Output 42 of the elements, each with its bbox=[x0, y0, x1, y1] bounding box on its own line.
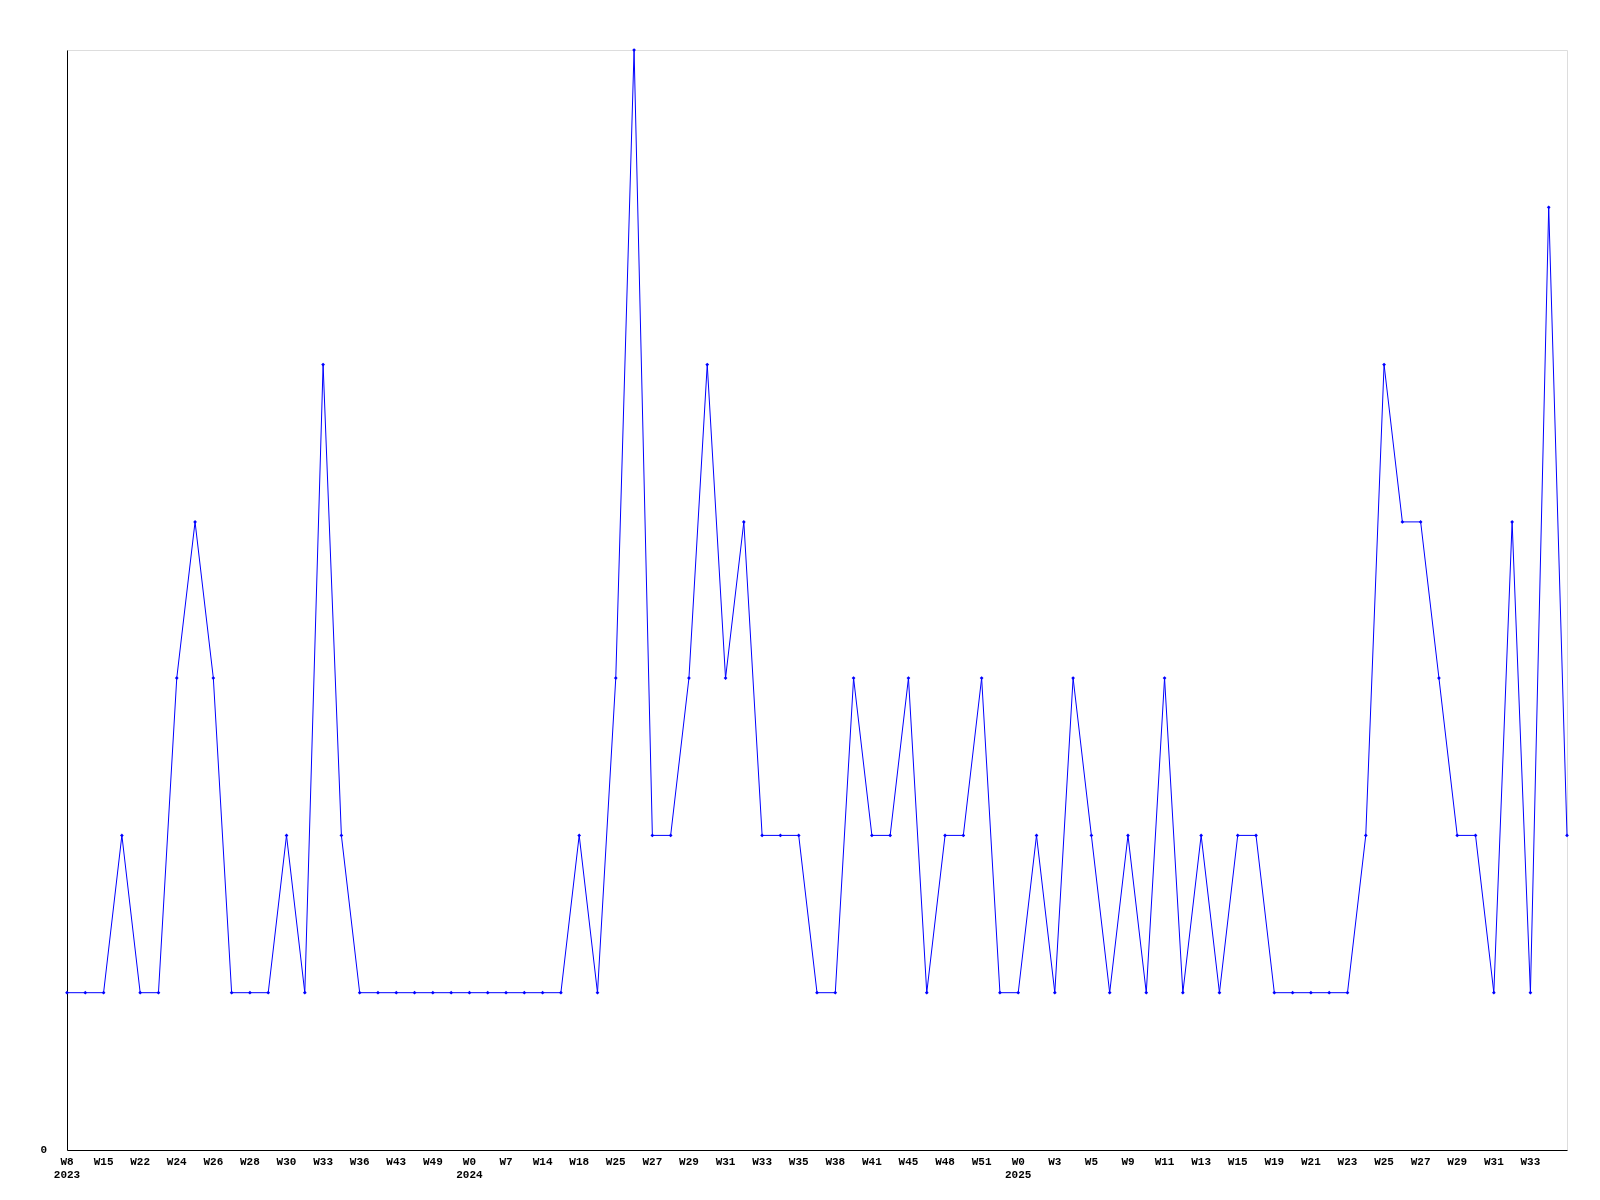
x-tick-label: W38 bbox=[825, 1156, 846, 1168]
x-tick-label: W45 bbox=[898, 1156, 919, 1168]
x-tick-label: W36 bbox=[349, 1156, 370, 1168]
x-tick-label: W22 bbox=[130, 1156, 151, 1168]
x-tick-label: W25 bbox=[605, 1156, 627, 1168]
x-tick-label: W43 bbox=[386, 1156, 407, 1168]
x-tick-label: W35 bbox=[788, 1156, 809, 1168]
x-tick-label: W15 bbox=[1227, 1156, 1249, 1168]
x-tick-label: W27 bbox=[642, 1156, 663, 1168]
x-tick-label: W33 bbox=[1520, 1156, 1541, 1168]
x-tick-label: W11 bbox=[1154, 1156, 1175, 1168]
x-tick-label: W5 bbox=[1084, 1156, 1099, 1168]
x-tick-label: W23 bbox=[1337, 1156, 1358, 1168]
x-tick-label: W33 bbox=[313, 1156, 334, 1168]
x-tick-label: W31 bbox=[1483, 1156, 1505, 1168]
x-tick-label: W0 2025 bbox=[1005, 1156, 1032, 1181]
x-tick-label: W0 2024 bbox=[456, 1156, 484, 1181]
x-tick-label: W28 bbox=[240, 1156, 261, 1168]
x-tick-label: W49 bbox=[422, 1156, 443, 1168]
x-tick-label: W18 bbox=[569, 1156, 590, 1168]
x-tick-label: W33 bbox=[752, 1156, 773, 1168]
x-tick-label: W26 bbox=[203, 1156, 224, 1168]
x-tick-label: W7 bbox=[499, 1156, 513, 1168]
x-tick-label: W41 bbox=[861, 1156, 883, 1168]
x-tick-label: W24 bbox=[166, 1156, 188, 1168]
x-tick-label: W30 bbox=[276, 1156, 297, 1168]
x-tick-label: W15 bbox=[93, 1156, 114, 1168]
x-tick-label: W21 bbox=[1301, 1156, 1322, 1168]
x-tick-label: W14 bbox=[532, 1156, 553, 1168]
x-tick-label: W13 bbox=[1191, 1156, 1212, 1168]
x-tick-label: W48 bbox=[935, 1156, 956, 1168]
x-tick-label: W25 bbox=[1374, 1156, 1395, 1168]
x-tick-label: W31 bbox=[715, 1156, 736, 1168]
x-tick-label: W3 bbox=[1048, 1156, 1062, 1168]
x-tick-label: W19 bbox=[1264, 1156, 1285, 1168]
x-tick-label: W29 bbox=[1447, 1156, 1468, 1168]
x-tick-label: W27 bbox=[1410, 1156, 1431, 1168]
text: 0 bbox=[40, 1144, 47, 1156]
x-tick-label: W51 bbox=[971, 1156, 992, 1168]
x-tick-label: W29 bbox=[679, 1156, 699, 1168]
x-tick-label: W9 bbox=[1121, 1156, 1135, 1168]
x-tick-label: W8 2023 bbox=[53, 1156, 81, 1181]
